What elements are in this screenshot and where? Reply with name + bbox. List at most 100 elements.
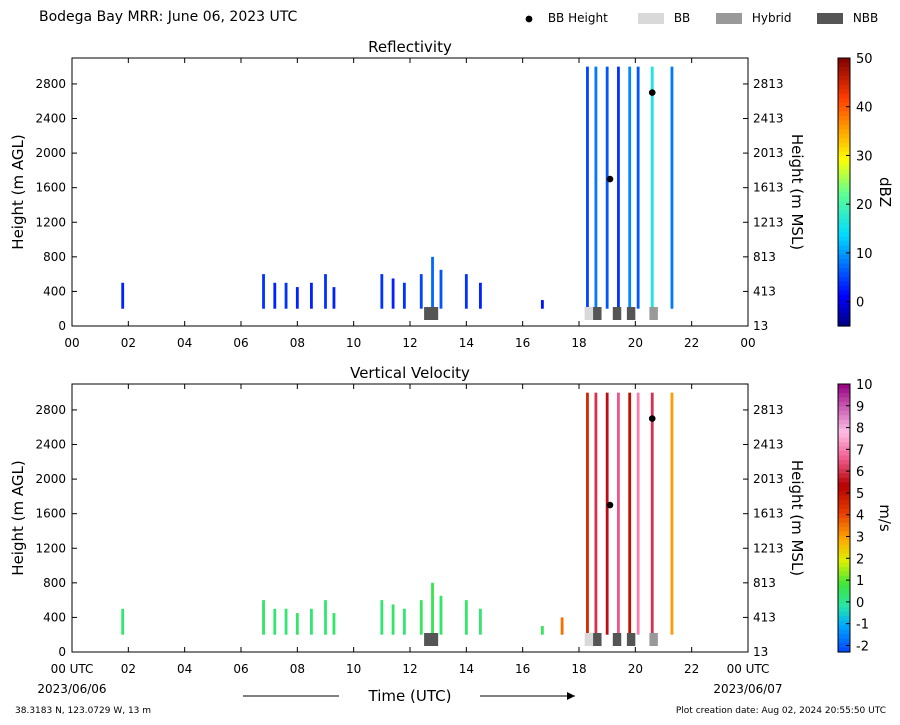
- precip-column: [310, 608, 313, 635]
- precip-column: [431, 256, 434, 309]
- x-tick-label: 04: [177, 662, 192, 676]
- x-tick-label: 08: [290, 662, 305, 676]
- colorbar-tick-label: 30: [856, 149, 873, 164]
- x-tick-label: 04: [177, 336, 192, 350]
- colorbar-tick-label: 7: [856, 443, 864, 458]
- legend-item-nbb: NBB: [817, 11, 878, 25]
- precip-column: [650, 66, 654, 309]
- bb-class-bar: [593, 307, 602, 320]
- y2-tick-label: 813: [753, 576, 776, 590]
- precip-column: [628, 66, 632, 309]
- y-axis-label: Height (m AGL): [9, 134, 27, 249]
- colorbar-tick-label: 0: [856, 296, 864, 311]
- colorbar-segment: [838, 227, 850, 233]
- colorbar-segment: [838, 80, 850, 86]
- colorbar-segment: [838, 312, 850, 318]
- y2-tick-label: 413: [753, 284, 776, 298]
- colorbar-segment: [838, 473, 850, 479]
- x-tick-label: 02: [121, 662, 136, 676]
- colorbar-tick-label: 3: [856, 531, 864, 546]
- colorbar-segment: [838, 616, 850, 622]
- colorbar-segment: [838, 553, 850, 559]
- colorbar-segment: [838, 526, 850, 532]
- y-tick-label: 2800: [35, 403, 66, 417]
- colorbar-segment: [838, 196, 850, 202]
- colorbar-segment: [838, 567, 850, 573]
- x-tick-label: 20: [628, 336, 643, 350]
- colorbar-segment: [838, 558, 850, 564]
- colorbar-tick-label: 40: [856, 101, 873, 116]
- precip-column: [295, 287, 299, 309]
- y-axis-label: Height (m AGL): [9, 460, 27, 575]
- colorbar-segment: [838, 406, 850, 412]
- colorbar-segment: [838, 102, 850, 108]
- precip-column: [332, 287, 336, 309]
- x-tick-label: 02: [121, 336, 136, 350]
- colorbar-segment: [838, 254, 850, 260]
- colorbar-segment: [838, 241, 850, 247]
- precip-column: [310, 282, 313, 309]
- colorbar-segment: [838, 183, 850, 189]
- y-tick-label: 0: [58, 645, 66, 659]
- colorbar-segment: [838, 419, 850, 425]
- bb-class-bar: [593, 633, 602, 646]
- colorbar-segment: [838, 437, 850, 443]
- colorbar-segment: [838, 589, 850, 595]
- y2-tick-label: 13: [753, 645, 768, 659]
- colorbar-label: dBZ: [876, 177, 894, 207]
- precip-column: [273, 282, 277, 309]
- colorbar-segment: [838, 442, 850, 448]
- colorbar-segment: [838, 513, 850, 519]
- precip-column: [391, 278, 395, 309]
- y-tick-label: 400: [43, 284, 66, 298]
- x-tick-label: 18: [571, 336, 586, 350]
- precip-column: [479, 608, 482, 635]
- colorbar-segment: [838, 491, 850, 497]
- x-axis-label: Time (UTC): [368, 687, 452, 705]
- bb-swatch: [638, 13, 664, 24]
- y2-axis-label: Height (m MSL): [788, 134, 806, 250]
- colorbar-segment: [838, 66, 850, 72]
- x-tick-label: 06: [233, 336, 248, 350]
- colorbar-tick-label: 1: [856, 574, 864, 589]
- legend-label: BB Height: [547, 11, 608, 25]
- colorbar-segment: [838, 125, 850, 131]
- panel-0: [71, 57, 851, 327]
- colorbar-segment: [838, 111, 850, 117]
- colorbar-segment: [838, 75, 850, 81]
- colorbar-segment: [838, 451, 850, 457]
- colorbar-segment: [838, 500, 850, 506]
- x-tick-label: 00 UTC: [51, 662, 94, 676]
- colorbar-segment: [838, 535, 850, 541]
- colorbar-segment: [838, 549, 850, 555]
- bb-class-bar: [626, 633, 636, 646]
- colorbar-segment: [838, 504, 850, 510]
- y-tick-label: 2400: [35, 438, 66, 452]
- x-tick-label: 14: [459, 336, 474, 350]
- colorbar-segment: [838, 218, 850, 224]
- colorbar-segment: [838, 428, 850, 434]
- plot-area: [72, 384, 748, 652]
- precip-column: [479, 282, 482, 309]
- x-tick-label: 12: [402, 662, 417, 676]
- colorbar-segment: [838, 62, 850, 68]
- colorbar-tick-label: 4: [856, 509, 864, 524]
- x-end-date: 2023/06/07: [713, 682, 782, 696]
- colorbar-segment: [838, 151, 850, 157]
- colorbar-segment: [838, 540, 850, 546]
- colorbar-segment: [838, 611, 850, 617]
- colorbar-tick-label: 5: [856, 487, 864, 502]
- colorbar-segment: [838, 388, 850, 394]
- precip-column: [605, 392, 609, 635]
- x-start-date: 2023/06/06: [37, 682, 106, 696]
- colorbar-segment: [838, 250, 850, 256]
- precip-column: [650, 392, 654, 635]
- colorbar-segment: [838, 223, 850, 229]
- colorbar-tick-label: 10: [856, 378, 873, 393]
- precip-column: [636, 66, 640, 309]
- colorbar-segment: [838, 607, 850, 613]
- colorbar-segment: [838, 486, 850, 492]
- legend-label: Hybrid: [751, 11, 792, 25]
- colorbar-segment: [838, 585, 850, 591]
- legend-label: NBB: [852, 11, 879, 25]
